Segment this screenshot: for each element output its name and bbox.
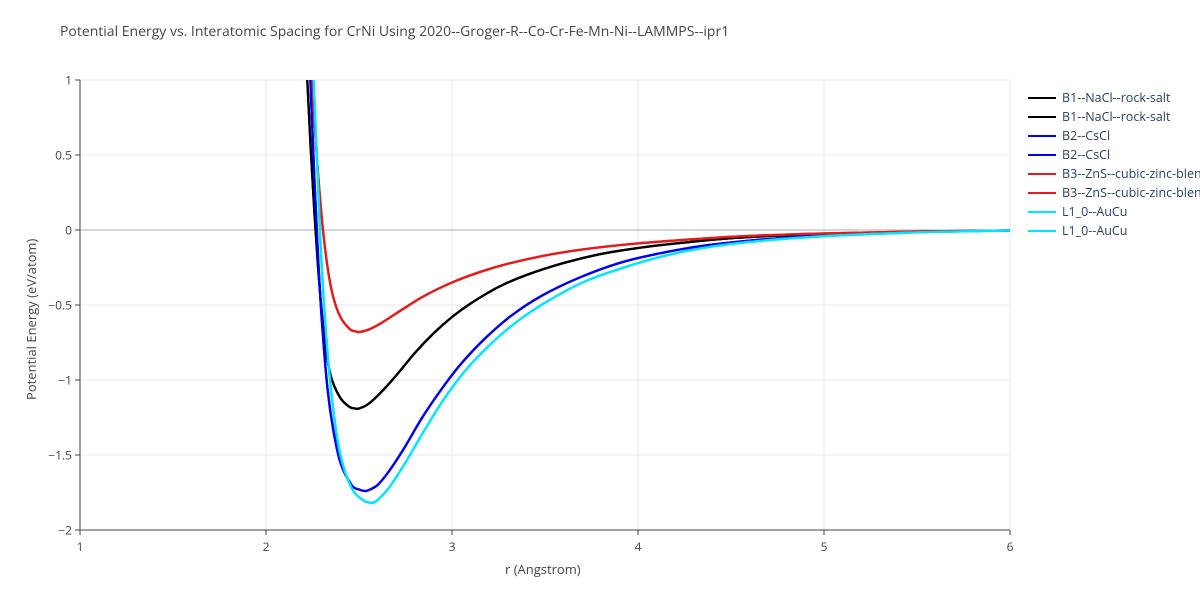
series-line[interactable] xyxy=(309,0,1010,332)
legend-item[interactable]: B1--NaCl--rock-salt xyxy=(1028,88,1200,107)
legend-swatch xyxy=(1028,173,1056,175)
legend-item[interactable]: B1--NaCl--rock-salt xyxy=(1028,107,1200,126)
legend-label: B3--ZnS--cubic-zinc-blende xyxy=(1062,165,1200,182)
series-line[interactable] xyxy=(303,0,1010,409)
grid xyxy=(80,80,1010,530)
legend-label: B3--ZnS--cubic-zinc-blende xyxy=(1062,184,1200,201)
legend-swatch xyxy=(1028,135,1056,137)
legend-swatch xyxy=(1028,97,1056,99)
legend-label: L1_0--AuCu xyxy=(1062,222,1127,239)
legend-label: B1--NaCl--rock-salt xyxy=(1062,89,1170,106)
legend-label: B2--CsCl xyxy=(1062,127,1110,144)
legend-swatch xyxy=(1028,116,1056,118)
legend-swatch xyxy=(1028,192,1056,194)
legend-swatch xyxy=(1028,154,1056,156)
series-line[interactable] xyxy=(309,0,1010,332)
legend-item[interactable]: B2--CsCl xyxy=(1028,145,1200,164)
plot-area xyxy=(0,0,1200,600)
legend-swatch xyxy=(1028,211,1056,213)
legend-swatch xyxy=(1028,230,1056,232)
legend-item[interactable]: B3--ZnS--cubic-zinc-blende xyxy=(1028,183,1200,202)
series-line[interactable] xyxy=(303,0,1010,409)
legend: B1--NaCl--rock-salt B1--NaCl--rock-salt B2… xyxy=(1028,88,1200,240)
legend-item[interactable]: B3--ZnS--cubic-zinc-blende xyxy=(1028,164,1200,183)
legend-label: B2--CsCl xyxy=(1062,146,1110,163)
legend-label: B1--NaCl--rock-salt xyxy=(1062,108,1170,125)
legend-item[interactable]: L1_0--AuCu xyxy=(1028,202,1200,221)
legend-label: L1_0--AuCu xyxy=(1062,203,1127,220)
legend-item[interactable]: L1_0--AuCu xyxy=(1028,221,1200,240)
legend-item[interactable]: B2--CsCl xyxy=(1028,126,1200,145)
series-group xyxy=(303,0,1010,503)
